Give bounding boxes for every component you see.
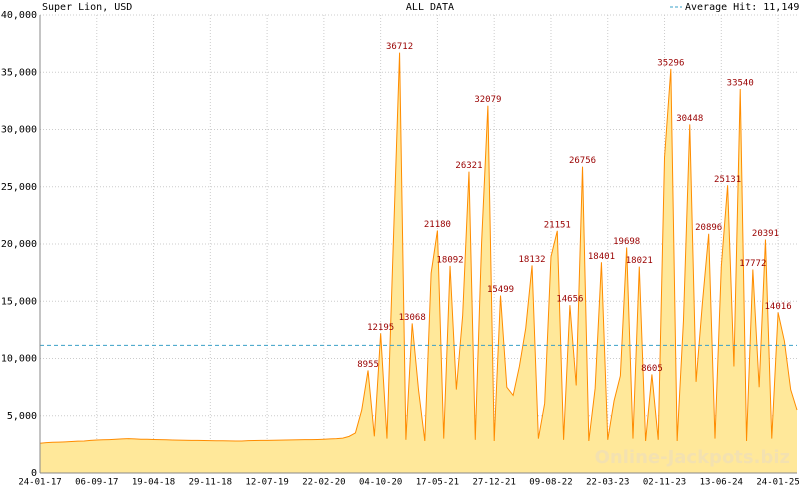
value-label: 26321 (455, 161, 482, 171)
value-label: 8605 (641, 364, 663, 374)
value-label: 14016 (765, 302, 792, 312)
value-label: 35296 (657, 58, 684, 68)
value-label: 30448 (676, 114, 703, 124)
x-tick-label: 02-11-23 (643, 478, 686, 488)
value-label: 26756 (569, 156, 596, 166)
y-tick-label: 25,000 (1, 182, 37, 193)
value-label: 18092 (436, 255, 463, 265)
y-tick-label: 35,000 (1, 67, 37, 78)
y-tick-label: 5,000 (7, 411, 37, 422)
value-label: 12195 (367, 323, 394, 333)
value-label: 21180 (424, 220, 451, 230)
line (39, 52, 798, 444)
y-tick-label: 10,000 (1, 354, 37, 365)
legend-label: Average Hit: 11,149 (685, 2, 799, 13)
value-label: 33540 (727, 78, 754, 88)
x-tick-label: 04-10-20 (359, 478, 402, 488)
chart-title: Super Lion, USD (42, 2, 132, 13)
x-tick-label: 29-11-18 (189, 478, 232, 488)
x-tick-label: 24-01-17 (18, 478, 61, 488)
value-label: 15499 (487, 285, 514, 295)
value-label: 36712 (386, 42, 413, 52)
x-tick-label: 06-09-17 (75, 478, 118, 488)
value-label: 21151 (544, 220, 571, 230)
value-label: 18021 (626, 256, 653, 266)
chart-subtitle: ALL DATA (406, 2, 454, 13)
value-label: 20391 (752, 229, 779, 239)
value-label: 13068 (399, 313, 426, 323)
x-tick-label: 12-07-19 (245, 478, 288, 488)
x-tick-label: 09-08-22 (529, 478, 572, 488)
value-label: 8955 (357, 360, 379, 370)
x-tick-label: 19-04-18 (132, 478, 175, 488)
x-tick-label: 24-01-25 (756, 478, 799, 488)
value-label: 25131 (714, 175, 741, 185)
x-tick-label: 17-05-21 (416, 478, 459, 488)
value-label: 20896 (695, 223, 722, 233)
value-label: 19698 (613, 237, 640, 247)
area (40, 52, 797, 474)
x-tick-label: 27-12-21 (473, 478, 516, 488)
x-tick-label: 22-02-20 (302, 478, 345, 488)
y-tick-label: 30,000 (1, 125, 37, 136)
x-tick-label: 13-06-24 (700, 478, 743, 488)
y-tick-label: 15,000 (1, 296, 37, 307)
value-label: 14656 (556, 295, 583, 305)
y-tick-label: 40,000 (1, 10, 37, 21)
value-label: 17772 (739, 259, 766, 269)
y-tick-label: 20,000 (1, 239, 37, 250)
value-label: 32079 (474, 95, 501, 105)
value-label: 18401 (588, 252, 615, 262)
x-tick-label: 22-03-23 (586, 478, 629, 488)
watermark: Online-Jackpots.biz (595, 447, 790, 468)
y-tick-label: 0 (31, 468, 37, 479)
value-label: 18132 (519, 255, 546, 265)
